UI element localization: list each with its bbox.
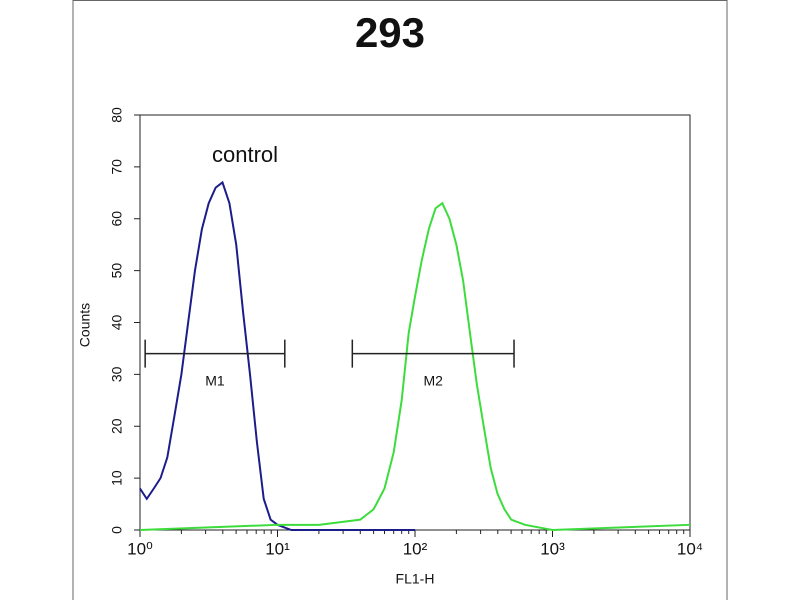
- x-tick-label: 10³: [540, 539, 565, 558]
- x-tick-label: 10¹: [265, 539, 290, 558]
- gate-label: M2: [423, 372, 443, 388]
- frame: [72, 0, 728, 605]
- y-tick-label: 20: [109, 418, 125, 434]
- histogram-line: [139, 201, 691, 532]
- gate-label: M1: [205, 372, 225, 388]
- y-tick-label: 80: [109, 107, 125, 123]
- annotation: control: [212, 142, 278, 167]
- y-tick-label: 70: [109, 159, 125, 175]
- x-tick-label: 10²: [403, 539, 428, 558]
- y-tick-label: 30: [109, 366, 125, 382]
- y-tick-label: 40: [109, 315, 125, 331]
- y-axis-label: Counts: [77, 303, 93, 347]
- y-tick-label: 10: [109, 470, 125, 486]
- y-tick-label: 50: [109, 263, 125, 279]
- x-axis-label: FL1-H: [396, 571, 435, 587]
- x-tick-label: 10⁰: [127, 539, 153, 558]
- y-tick-label: 0: [109, 526, 125, 534]
- y-tick-label: 60: [109, 211, 125, 227]
- x-tick-label: 10⁴: [677, 539, 703, 558]
- chart-title: 293: [355, 9, 425, 56]
